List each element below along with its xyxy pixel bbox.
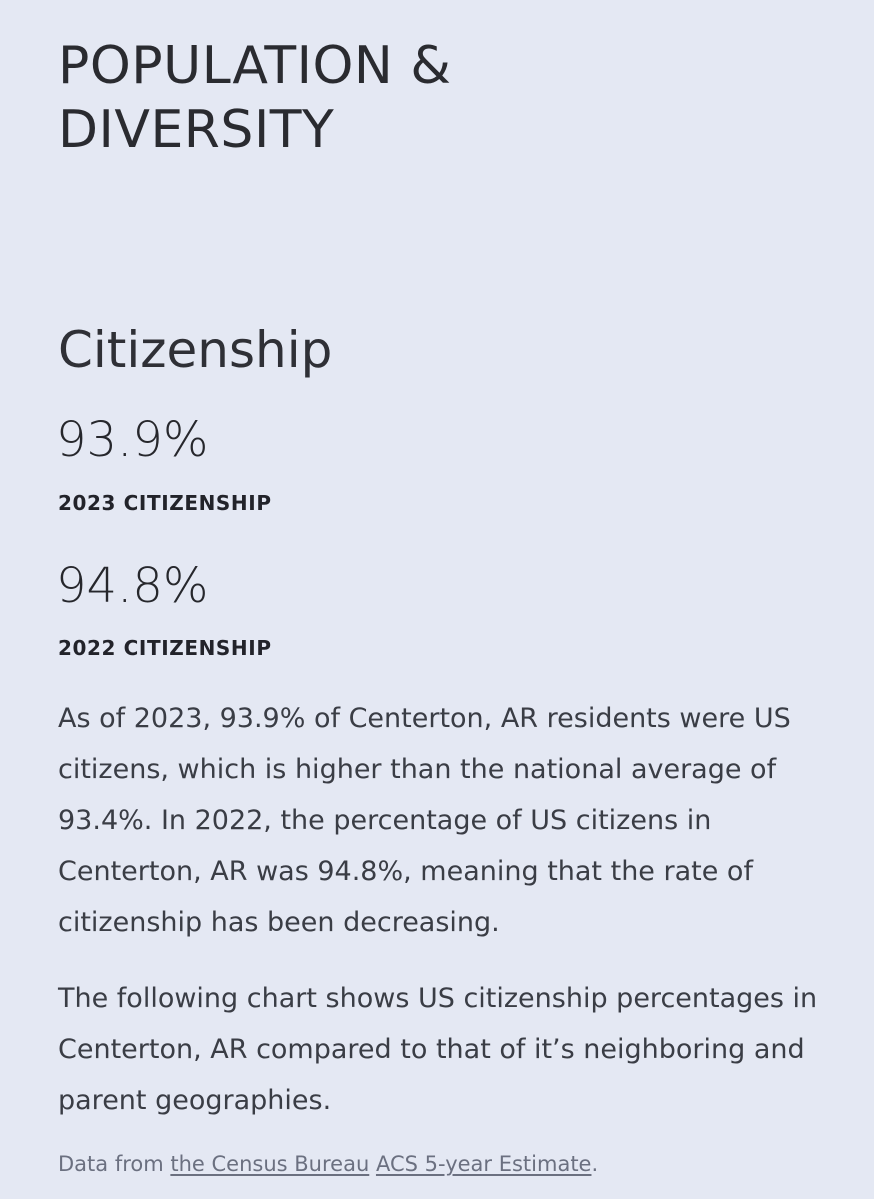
citizenship-summary-paragraph: As of 2023, 93.9% of Centerton, AR resid… [58,703,791,938]
section-title-line-1: POPULATION & [58,36,452,96]
data-source-note: Data from the Census Bureau ACS 5-year E… [58,1148,598,1180]
census-bureau-link[interactable]: the Census Bureau [170,1152,370,1176]
stat-value-2023: 93.9% [56,412,209,468]
citizenship-heading: Citizenship [58,321,333,379]
stat-value-2022: 94.8% [56,558,209,614]
acs-estimate-link[interactable]: ACS 5-year Estimate [375,1152,592,1176]
source-prefix: Data from [58,1152,171,1176]
source-separator [369,1152,376,1176]
stat-label-2022: 2022 CITIZENSHIP [58,636,272,660]
stat-label-2023: 2023 CITIZENSHIP [58,491,272,515]
source-suffix: . [591,1152,599,1176]
section-title: POPULATION & DIVERSITY [58,34,778,162]
section-title-line-2: DIVERSITY [58,100,335,160]
chart-intro-paragraph: The following chart shows US citizenship… [58,983,818,1116]
